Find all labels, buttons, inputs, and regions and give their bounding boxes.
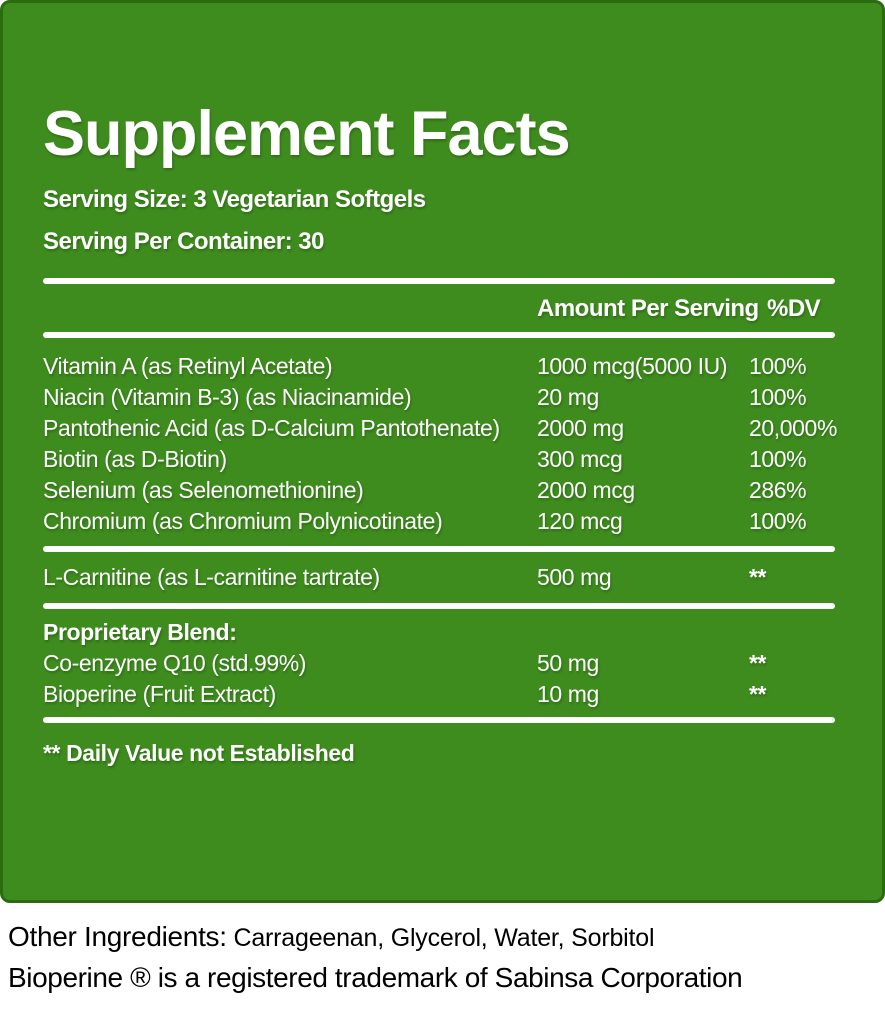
table-row: Pantothenic Acid (as D-Calcium Pantothen… [43,413,842,444]
table-row: Chromium (as Chromium Polynicotinate) 12… [43,506,842,537]
ingredient-amount: 10 mg [537,681,599,707]
ingredient-amount: 50 mg [537,650,599,676]
table-row: Vitamin A (as Retinyl Acetate) 1000 mcg(… [43,351,842,382]
servings-per-container-line: Serving Per Container: 30 [43,228,324,255]
ingredient-amount: 20 mg [537,384,599,410]
ingredient-amount: 2000 mg [537,415,624,441]
supplement-facts-panel: Supplement Facts Serving Size: 3 Vegetar… [0,0,885,903]
divider-mid-1 [43,546,835,552]
ingredient-dv: 100% [749,508,807,534]
table-row: Co-enzyme Q10 (std.99%) 50 mg ** [43,648,842,679]
ingredient-dv: ** [749,650,767,676]
ingredient-name: Selenium (as Selenomethionine) [43,477,364,503]
ingredient-name: Bioperine (Fruit Extract) [43,681,276,707]
divider-under-header [43,332,835,338]
divider-bottom [43,717,835,723]
ingredient-amount: 500 mg [537,564,612,590]
carnitine-group: L-Carnitine (as L-carnitine tartrate) 50… [43,562,842,593]
ingredient-amount: 1000 mcg(5000 IU) [537,353,728,379]
proprietary-blend-group: Proprietary Blend: Co-enzyme Q10 (std.99… [43,617,842,710]
ingredient-amount: 2000 mcg [537,477,635,503]
ingredient-dv: 100% [749,384,807,410]
ingredient-name: Niacin (Vitamin B-3) (as Niacinamide) [43,384,412,410]
ingredient-dv: 100% [749,353,807,379]
table-row: Selenium (as Selenomethionine) 2000 mcg … [43,475,842,506]
ingredient-name: Chromium (as Chromium Polynicotinate) [43,508,443,534]
other-ingredients-label: Other Ingredients: [8,921,227,952]
table-row: Niacin (Vitamin B-3) (as Niacinamide) 20… [43,382,842,413]
blend-heading: Proprietary Blend: [43,619,237,645]
daily-value-footnote: ** Daily Value not Established [43,740,355,766]
ingredient-dv: 286% [749,477,807,503]
ingredient-name: Biotin (as D-Biotin) [43,446,227,472]
table-row: L-Carnitine (as L-carnitine tartrate) 50… [43,562,842,593]
ingredient-amount: 120 mcg [537,508,623,534]
trademark-note: Bioperine ® is a registered trademark of… [8,962,743,993]
ingredient-name: Vitamin A (as Retinyl Acetate) [43,353,333,379]
ingredient-dv: 100% [749,446,807,472]
column-header-row: Amount Per Serving %DV [43,292,842,326]
ingredient-name: Co-enzyme Q10 (std.99%) [43,650,307,676]
table-row: Biotin (as D-Biotin) 300 mcg 100% [43,444,842,475]
ingredient-name: Pantothenic Acid (as D-Calcium Pantothen… [43,415,500,441]
other-ingredients-value: Carrageenan, Glycerol, Water, Sorbitol [233,924,655,952]
ingredient-dv: ** [749,681,767,707]
table-row: Bioperine (Fruit Extract) 10 mg ** [43,679,842,710]
ingredient-amount: 300 mcg [537,446,623,472]
other-ingredients-section: Other Ingredients: Carrageenan, Glycerol… [0,903,885,1014]
table-row: Proprietary Blend: [43,617,842,648]
ingredient-dv: ** [749,564,767,590]
ingredient-name: L-Carnitine (as L-carnitine tartrate) [43,564,380,590]
panel-title: Supplement Facts [43,99,571,169]
vitamins-group: Vitamin A (as Retinyl Acetate) 1000 mcg(… [43,351,842,537]
ingredient-dv: 20,000% [749,415,837,441]
divider-top [43,278,835,284]
serving-size-line: Serving Size: 3 Vegetarian Softgels [43,186,426,213]
column-header-amount: Amount Per Serving [537,295,759,322]
other-ingredients-line: Other Ingredients: Carrageenan, Glycerol… [8,921,877,953]
divider-mid-2 [43,603,835,609]
column-header-dv: %DV [767,295,821,322]
